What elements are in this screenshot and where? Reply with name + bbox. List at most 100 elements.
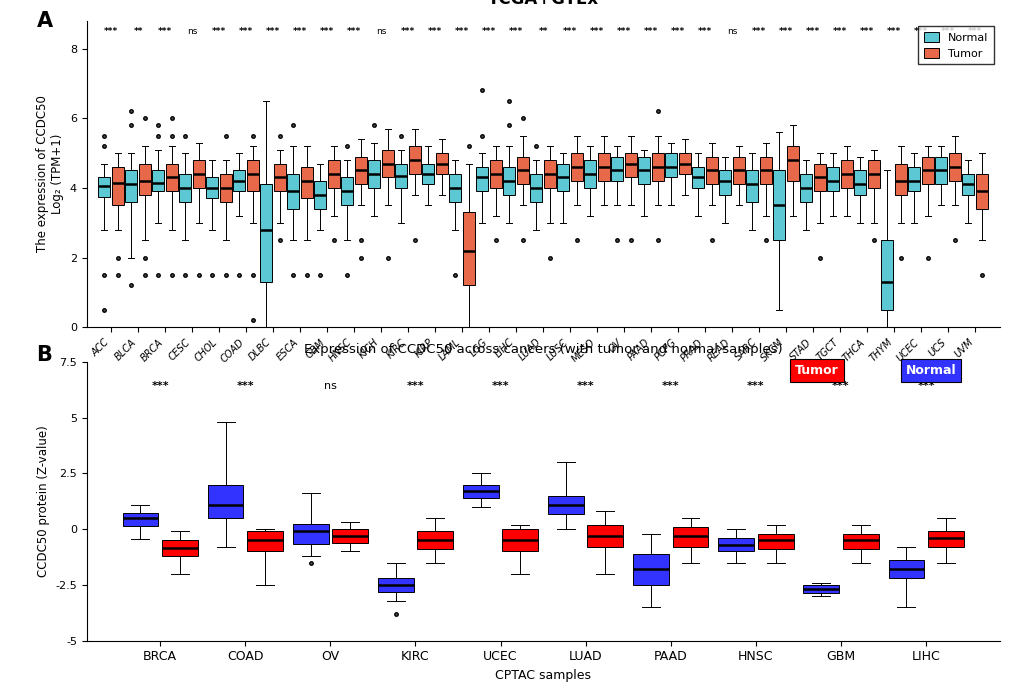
Text: ns: ns [186, 28, 197, 37]
PathPatch shape [867, 160, 879, 188]
PathPatch shape [112, 167, 123, 205]
Text: B: B [37, 345, 52, 365]
PathPatch shape [302, 167, 313, 198]
PathPatch shape [908, 167, 919, 192]
Text: ***: *** [454, 28, 469, 37]
Text: ***: *** [887, 28, 901, 37]
PathPatch shape [490, 160, 501, 188]
Text: ***: *** [697, 28, 711, 37]
Text: ***: *** [967, 28, 981, 37]
PathPatch shape [584, 160, 595, 188]
Text: ***: *** [589, 28, 603, 37]
X-axis label: CPTAC samples: CPTAC samples [494, 669, 591, 682]
Text: ***: *** [236, 381, 254, 391]
PathPatch shape [800, 174, 811, 202]
PathPatch shape [476, 167, 487, 192]
PathPatch shape [292, 524, 328, 544]
PathPatch shape [826, 167, 838, 192]
Text: ***: *** [671, 28, 685, 37]
Text: ***: *** [562, 28, 577, 37]
PathPatch shape [436, 153, 447, 174]
PathPatch shape [679, 153, 690, 174]
PathPatch shape [598, 153, 609, 181]
PathPatch shape [162, 540, 198, 556]
Text: ***: *** [779, 28, 793, 37]
PathPatch shape [247, 531, 282, 551]
Text: ***: *** [913, 28, 927, 37]
PathPatch shape [503, 167, 515, 195]
PathPatch shape [934, 156, 946, 185]
Text: ***: *** [941, 28, 955, 37]
Text: ***: *** [482, 28, 496, 37]
Text: ns: ns [727, 28, 737, 37]
PathPatch shape [125, 170, 137, 202]
Text: ***: *** [104, 28, 118, 37]
PathPatch shape [517, 156, 528, 185]
Text: ***: *** [400, 28, 415, 37]
PathPatch shape [206, 178, 218, 198]
PathPatch shape [194, 160, 205, 188]
PathPatch shape [463, 212, 475, 285]
Text: **: ** [538, 28, 547, 37]
Text: ***: *** [661, 381, 679, 391]
Text: ***: *** [407, 381, 424, 391]
PathPatch shape [706, 156, 717, 185]
PathPatch shape [502, 529, 538, 551]
PathPatch shape [332, 529, 368, 542]
PathPatch shape [638, 156, 649, 185]
PathPatch shape [395, 163, 407, 188]
PathPatch shape [772, 170, 784, 240]
PathPatch shape [757, 533, 793, 549]
Y-axis label: CCDC50 protein (Z-value): CCDC50 protein (Z-value) [37, 425, 50, 577]
Legend: Normal, Tumor: Normal, Tumor [917, 26, 994, 65]
PathPatch shape [152, 170, 164, 192]
Text: ***: *** [746, 381, 764, 391]
PathPatch shape [813, 163, 825, 192]
PathPatch shape [841, 160, 852, 188]
PathPatch shape [233, 170, 245, 192]
PathPatch shape [417, 531, 452, 549]
Text: Normal: Normal [905, 364, 956, 377]
PathPatch shape [610, 156, 623, 181]
PathPatch shape [787, 146, 798, 181]
PathPatch shape [220, 174, 231, 202]
PathPatch shape [99, 178, 110, 196]
Text: ***: *** [238, 28, 253, 37]
PathPatch shape [803, 585, 839, 593]
PathPatch shape [274, 163, 285, 192]
PathPatch shape [355, 156, 367, 185]
PathPatch shape [927, 531, 963, 547]
Text: ns: ns [376, 28, 386, 37]
PathPatch shape [314, 181, 325, 209]
Text: ***: *** [151, 381, 169, 391]
PathPatch shape [544, 160, 555, 188]
PathPatch shape [664, 153, 677, 178]
PathPatch shape [718, 170, 731, 195]
Text: ***: *** [491, 381, 508, 391]
Title: TCGA+GTEx: TCGA+GTEx [487, 0, 598, 8]
PathPatch shape [625, 153, 636, 178]
PathPatch shape [760, 156, 771, 185]
PathPatch shape [746, 170, 757, 202]
PathPatch shape [166, 163, 177, 192]
Text: ***: *** [346, 28, 361, 37]
PathPatch shape [449, 174, 461, 202]
PathPatch shape [179, 174, 191, 202]
PathPatch shape [547, 495, 583, 513]
Text: ***: *** [320, 28, 334, 37]
Text: ***: *** [643, 28, 657, 37]
Text: ***: *** [428, 28, 442, 37]
PathPatch shape [842, 533, 877, 549]
PathPatch shape [733, 156, 744, 185]
PathPatch shape [975, 174, 986, 209]
PathPatch shape [557, 163, 569, 192]
PathPatch shape [587, 525, 623, 547]
PathPatch shape [571, 153, 582, 181]
Title: Expression of CCDC50 across cancers (with tumor and normal samples): Expression of CCDC50 across cancers (wit… [304, 343, 782, 356]
Text: ***: *** [577, 381, 594, 391]
Text: ***: *** [508, 28, 523, 37]
Text: ***: *** [292, 28, 307, 37]
Text: ***: *** [266, 28, 280, 37]
Text: ***: *** [751, 28, 765, 37]
Text: **: ** [133, 28, 143, 37]
